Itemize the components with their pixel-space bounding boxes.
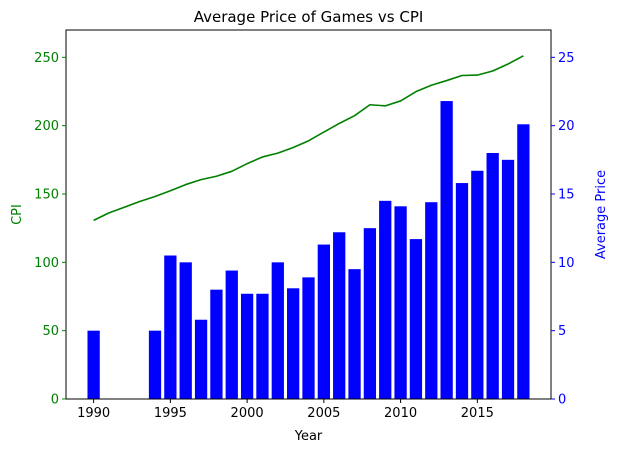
- y-right-tick-label-10: 10: [558, 256, 575, 271]
- plot-frame: [65, 29, 552, 400]
- x-tick-label-2015: 2015: [461, 406, 494, 421]
- bar-2015: [471, 170, 484, 399]
- bar-2004: [302, 277, 315, 399]
- y-left-tick-label-200: 200: [34, 119, 59, 134]
- x-tick-label-1990: 1990: [77, 406, 110, 421]
- bar-1997: [194, 319, 208, 399]
- bar-2016: [486, 153, 499, 399]
- bar-2008: [363, 228, 377, 399]
- cpi-line: [93, 55, 524, 222]
- bar-1994: [148, 330, 162, 399]
- bar-2007: [348, 269, 361, 399]
- y-left-tick-label-50: 50: [42, 324, 59, 339]
- bar-1990: [87, 330, 100, 399]
- y-right-tick-label-5: 5: [558, 324, 566, 339]
- bar-2002: [271, 262, 284, 399]
- x-axis-label: Year: [294, 429, 323, 444]
- bar-2011: [409, 239, 423, 399]
- y-left-tick-label-150: 150: [34, 188, 59, 203]
- bar-2001: [256, 293, 269, 399]
- bar-2014: [455, 183, 469, 399]
- bar-2018: [517, 124, 530, 400]
- x-axis: 1990 1995 2000 2005 2010 2015: [77, 399, 494, 421]
- bar-2009: [379, 200, 392, 399]
- chart-title: Average Price of Games vs CPI: [194, 8, 424, 26]
- y-axis-left: 0 50 100 150 200 250: [34, 51, 66, 408]
- y-axis-right-label: Average Price: [594, 170, 609, 259]
- y-axis-right: 0 5 10 15 20 25: [551, 51, 575, 408]
- y-right-tick-label-20: 20: [558, 119, 575, 134]
- bar-2005: [317, 244, 330, 399]
- x-tick-label-2010: 2010: [384, 406, 417, 421]
- bar-2000: [240, 293, 254, 399]
- bar-1998: [210, 289, 223, 399]
- y-left-tick-label-0: 0: [51, 393, 59, 408]
- x-tick-label-2005: 2005: [307, 406, 340, 421]
- y-right-tick-label-0: 0: [558, 393, 566, 408]
- bar-2003: [287, 288, 300, 399]
- bar-1995: [164, 255, 177, 399]
- y-right-tick-label-15: 15: [558, 188, 575, 203]
- line-layer: [93, 55, 524, 222]
- bar-2017: [501, 159, 515, 399]
- y-right-tick-label-25: 25: [558, 51, 575, 66]
- x-tick-label-1995: 1995: [154, 406, 187, 421]
- y-left-tick-label-100: 100: [34, 256, 59, 271]
- y-left-tick-label-250: 250: [34, 51, 59, 66]
- bars-layer: [87, 101, 530, 400]
- bar-2012: [425, 202, 438, 399]
- bar-2010: [394, 206, 407, 399]
- bar-1996: [179, 262, 192, 399]
- bar-2013: [440, 101, 453, 400]
- y-axis-left-label: CPI: [10, 204, 25, 225]
- bar-2006: [333, 232, 346, 399]
- bar-1999: [225, 270, 238, 399]
- x-tick-label-2000: 2000: [231, 406, 264, 421]
